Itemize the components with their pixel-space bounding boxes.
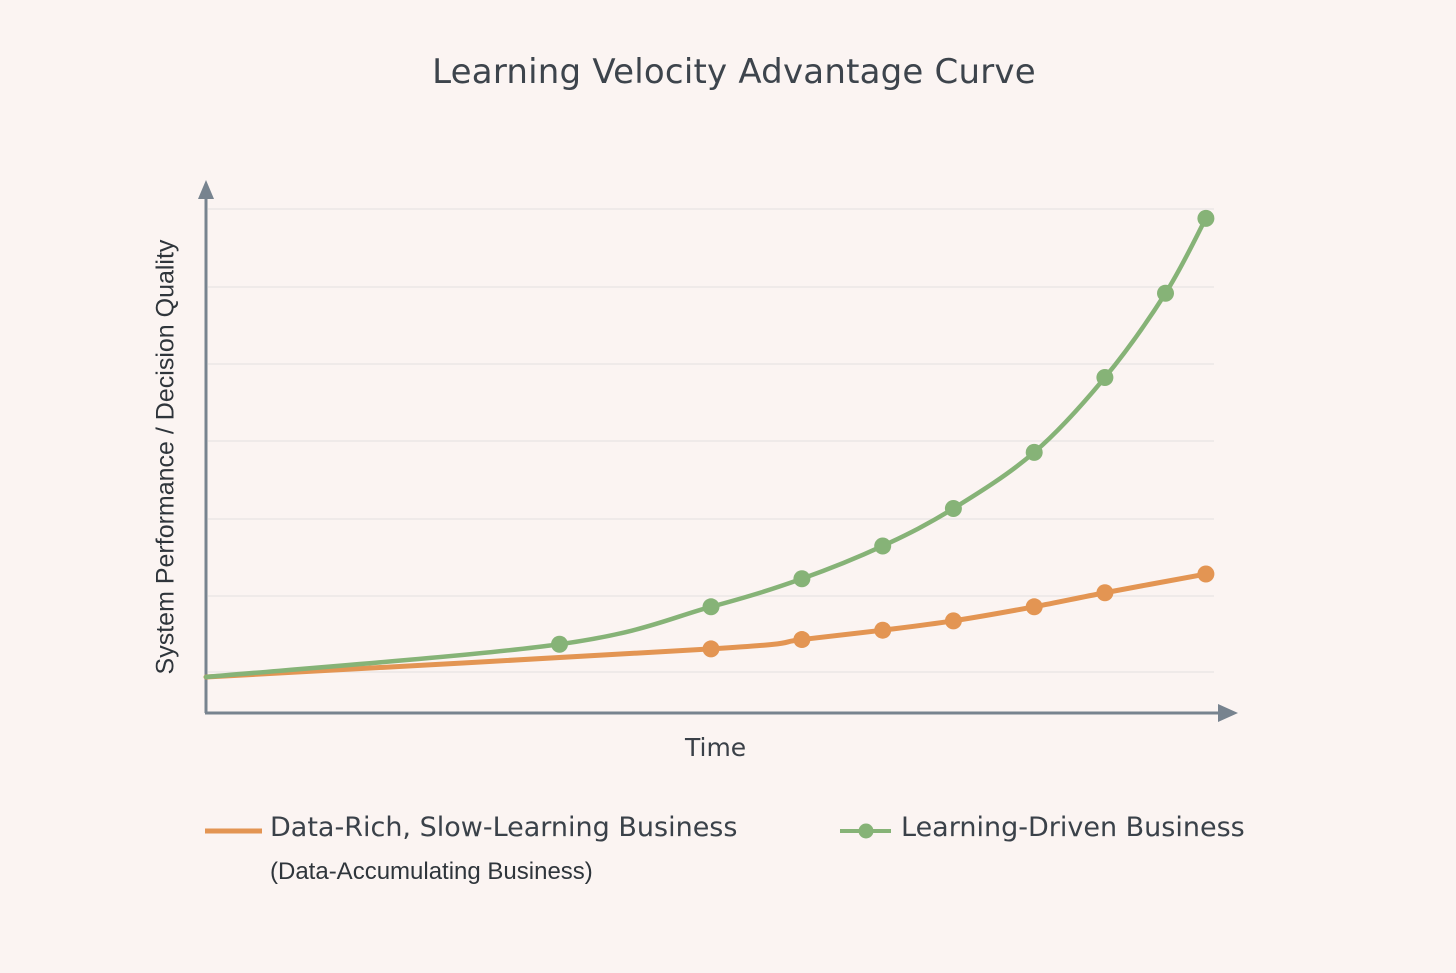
- series-layer: [203, 209, 1215, 680]
- x-axis-arrow-icon: [1218, 704, 1238, 722]
- data-point-marker: [702, 598, 720, 616]
- data-point-marker: [944, 612, 962, 630]
- data-point-marker: [1096, 584, 1114, 602]
- legend-swatches: [205, 823, 891, 839]
- legend-sublabel: (Data-Accumulating Business): [270, 858, 593, 885]
- data-point-marker: [1025, 598, 1043, 616]
- chart-title: Learning Velocity Advantage Curve: [432, 52, 1036, 92]
- series-line-slow-learning: [203, 571, 1209, 680]
- legend-item-slow-learning: Data-Rich, Slow-Learning Business: [270, 812, 737, 843]
- gridlines: [208, 208, 1214, 673]
- data-point-marker: [793, 570, 811, 588]
- data-point-marker: [793, 631, 811, 649]
- y-axis-label: System Performance / Decision Quality: [151, 239, 180, 675]
- data-point-marker: [1157, 284, 1174, 302]
- legend-green-marker-icon: [858, 823, 874, 839]
- x-axis-label: Time: [685, 733, 747, 762]
- data-point-marker: [1025, 443, 1043, 461]
- data-point-marker: [1197, 565, 1215, 583]
- legend-label: Data-Rich, Slow-Learning Business: [270, 812, 738, 843]
- data-point-marker: [874, 621, 892, 639]
- data-point-marker: [944, 500, 962, 518]
- data-point-marker: [702, 640, 720, 658]
- data-point-marker: [1197, 209, 1215, 227]
- data-point-marker: [1096, 368, 1114, 386]
- axes: [198, 180, 1238, 722]
- data-point-marker: [874, 537, 892, 555]
- legend-item-learning-driven: Learning-Driven Business: [901, 812, 1245, 843]
- y-axis-arrow-icon: [198, 180, 214, 199]
- legend-label: Learning-Driven Business: [901, 812, 1245, 843]
- data-point-marker: [551, 635, 568, 653]
